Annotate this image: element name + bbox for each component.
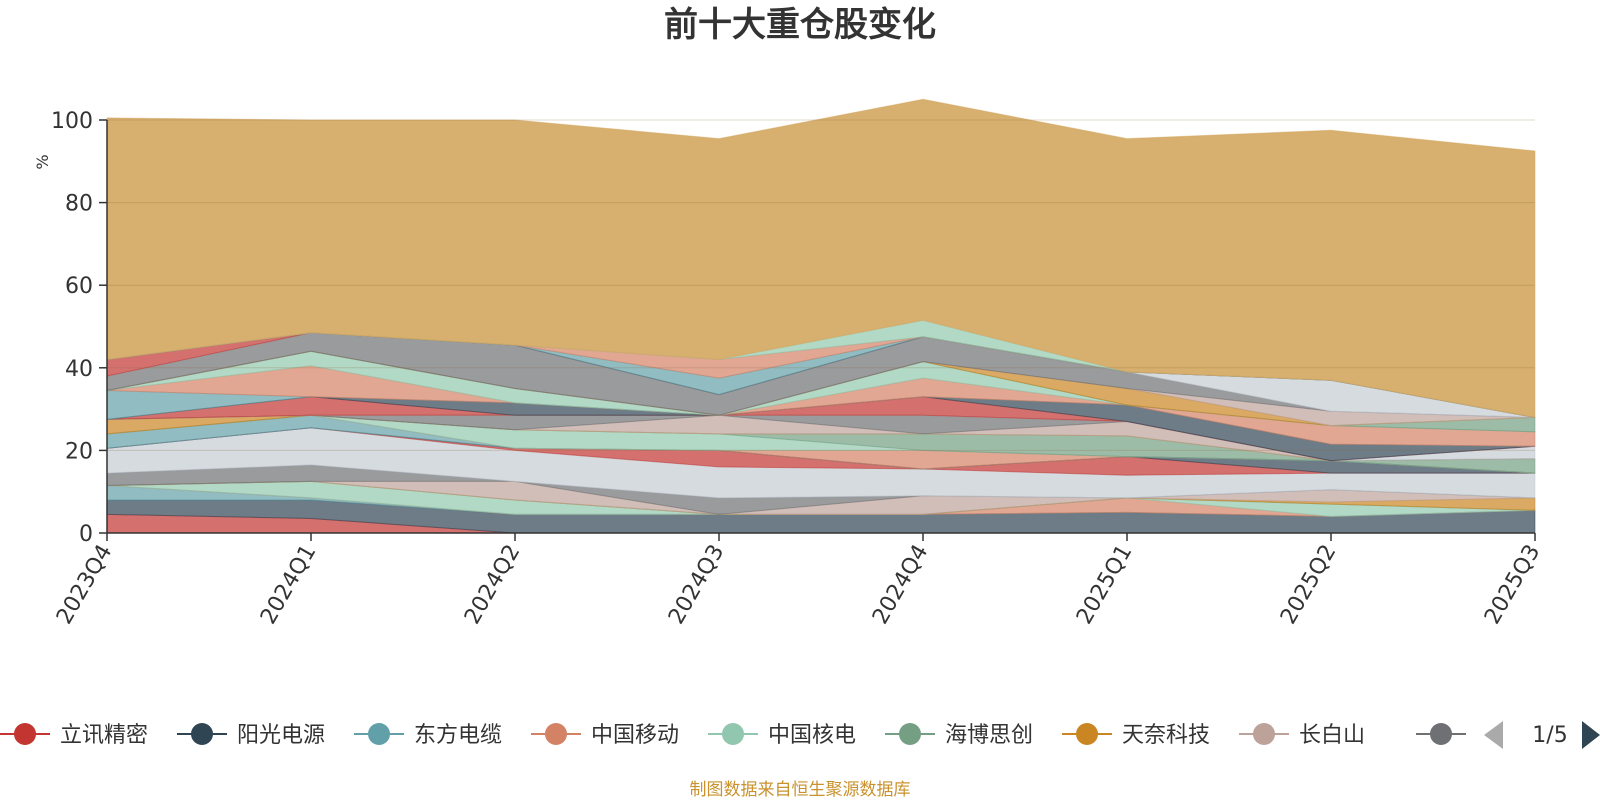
y-tick-label-1: 20 xyxy=(65,439,93,464)
x-tick-label-6: 2025Q2 xyxy=(1276,541,1341,629)
legend-label-1: 立讯精密 xyxy=(60,723,148,748)
area-series-36 xyxy=(106,98,1536,418)
legend-item-1[interactable]: 立讯精密 xyxy=(0,723,148,748)
triangle-left-icon[interactable] xyxy=(1484,721,1503,749)
legend-item-6[interactable]: 海博思创 xyxy=(885,723,1033,748)
y-axis-label: % xyxy=(33,154,52,169)
source-note: 制图数据来自恒生聚源数据库 xyxy=(690,780,911,800)
legend-marker-6 xyxy=(899,723,921,745)
x-tick-label-1: 2024Q1 xyxy=(256,541,321,629)
legend-label-7: 天奈科技 xyxy=(1122,723,1210,748)
legend-label-5: 中国核电 xyxy=(768,723,856,748)
x-axis-ticks: 2023Q4 2024Q1 2024Q2 2024Q3 2024Q4 2025Q1 2025… xyxy=(52,533,1545,629)
plot-areas xyxy=(106,98,1536,534)
legend-pager: 1/5 xyxy=(1470,712,1600,758)
legend-marker-8 xyxy=(1253,723,1275,745)
chart-title: 前十大重仓股变化 xyxy=(664,5,936,45)
x-tick-label-4: 2024Q4 xyxy=(868,541,933,629)
x-tick-label-3: 2024Q3 xyxy=(664,541,729,629)
y-axis-ticks: 0 20 40 60 80 100 xyxy=(51,109,107,547)
legend-label-3: 东方电缆 xyxy=(414,723,502,748)
legend-item-3[interactable]: 东方电缆 xyxy=(354,723,502,748)
legend-label-2: 阳光电源 xyxy=(237,723,325,748)
legend-marker-9 xyxy=(1430,723,1452,745)
legend-marker-1 xyxy=(14,723,36,745)
y-tick-label-0: 0 xyxy=(79,522,93,547)
legend: 立讯精密阳光电源东方电缆中国移动中国核电海博思创天奈科技长白山天1/5 xyxy=(0,712,1600,758)
legend-item-8[interactable]: 长白山 xyxy=(1239,723,1365,748)
axes xyxy=(106,120,1535,534)
grid-lines xyxy=(107,119,1535,451)
legend-label-6: 海博思创 xyxy=(945,723,1033,748)
legend-item-5[interactable]: 中国核电 xyxy=(708,723,856,748)
x-tick-label-2: 2024Q2 xyxy=(460,541,525,629)
legend-item-2[interactable]: 阳光电源 xyxy=(177,723,325,748)
y-tick-label-2: 40 xyxy=(65,357,93,382)
legend-marker-4 xyxy=(545,723,567,745)
x-tick-label-5: 2025Q1 xyxy=(1072,541,1137,629)
legend-marker-2 xyxy=(191,723,213,745)
x-tick-label-0: 2023Q4 xyxy=(52,541,117,629)
y-tick-label-4: 80 xyxy=(65,192,93,217)
legend-item-4[interactable]: 中国移动 xyxy=(531,723,679,748)
legend-marker-3 xyxy=(368,723,390,745)
legend-marker-7 xyxy=(1076,723,1098,745)
y-tick-label-3: 60 xyxy=(65,274,93,299)
y-tick-label-5: 100 xyxy=(51,109,93,134)
legend-marker-5 xyxy=(722,723,744,745)
legend-label-8: 长白山 xyxy=(1299,723,1365,748)
triangle-right-icon[interactable] xyxy=(1582,721,1600,749)
legend-label-4: 中国移动 xyxy=(591,723,679,748)
x-tick-label-7: 2025Q3 xyxy=(1480,541,1545,629)
legend-item-7[interactable]: 天奈科技 xyxy=(1062,723,1210,748)
legend-page-indicator: 1/5 xyxy=(1532,723,1567,748)
